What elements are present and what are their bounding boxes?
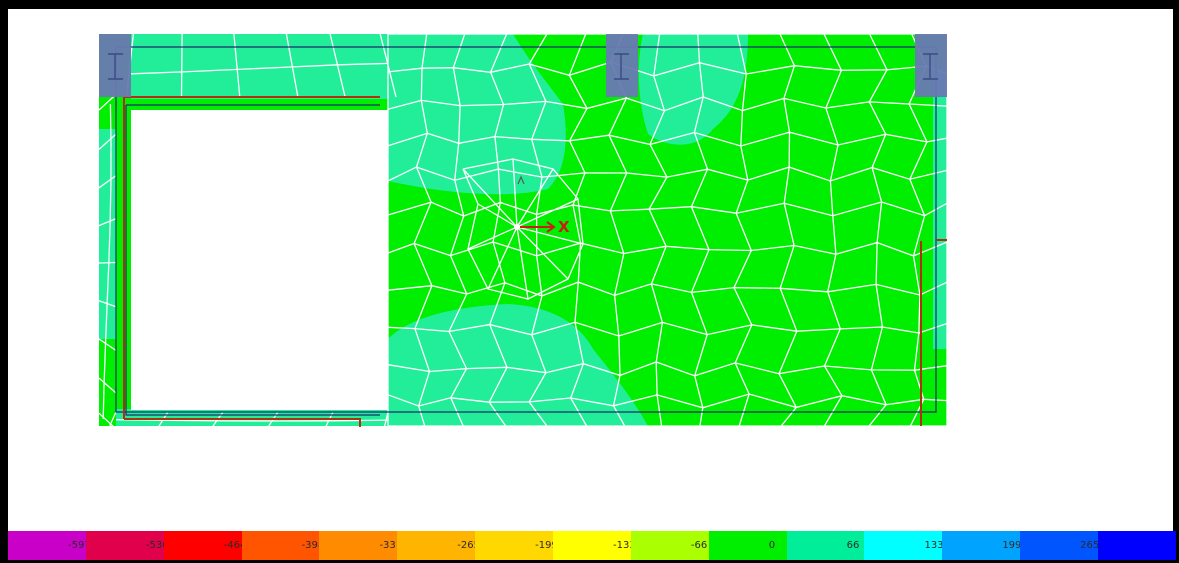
legend-swatch	[1098, 531, 1176, 560]
mesh-line	[109, 411, 117, 427]
mesh-line	[733, 33, 753, 427]
legend-swatch: -464	[163, 531, 246, 560]
mesh-line	[384, 411, 389, 427]
mesh-line	[648, 33, 668, 427]
mesh-line	[115, 419, 389, 422]
contour-plot: X	[98, 33, 948, 430]
mesh-line	[477, 203, 518, 228]
mesh-line	[462, 158, 584, 300]
legend-value: -597	[68, 540, 91, 551]
model-viewport[interactable]: X	[8, 9, 1173, 529]
mesh-line	[98, 217, 117, 227]
mesh-line	[379, 33, 397, 98]
legend-value: -133	[613, 540, 636, 551]
legend-swatch: -398	[241, 531, 324, 560]
fe-mesh	[98, 33, 948, 430]
mesh-line	[98, 338, 117, 351]
axis-origin	[514, 224, 520, 230]
legend-swatch: -597	[8, 531, 91, 560]
legend-swatch: 66	[786, 531, 865, 560]
mesh-line	[98, 133, 117, 150]
slab-outline	[115, 46, 937, 416]
mesh-line	[130, 62, 389, 75]
local-axis-marker: X	[514, 175, 570, 236]
legend-swatch: -265	[397, 531, 480, 560]
mesh-line	[568, 33, 588, 427]
legend-swatch: -530	[85, 531, 169, 560]
legend-swatch: -199	[475, 531, 558, 560]
legend-value: 0	[768, 540, 776, 551]
legend-value: -66	[690, 540, 708, 551]
mesh-line	[467, 226, 518, 250]
legend-value: -398	[301, 540, 325, 551]
mesh-line	[285, 33, 299, 98]
mesh-line	[908, 33, 928, 427]
mesh-line	[868, 33, 888, 427]
mesh-line	[102, 103, 112, 420]
legend-value: -464	[223, 540, 247, 551]
mesh-line	[462, 168, 518, 228]
legend-swatch: 0	[708, 531, 787, 560]
supports	[99, 34, 947, 97]
legend-value: 265	[1080, 540, 1100, 551]
mesh-line	[98, 261, 117, 264]
mesh-line	[448, 33, 468, 427]
mesh-line	[98, 412, 117, 430]
legend-swatch: 133	[864, 531, 944, 560]
legend-value: 199	[1002, 540, 1022, 551]
legend-value: 66	[846, 540, 860, 551]
mesh-line	[488, 33, 508, 427]
mesh-line	[512, 158, 518, 228]
mesh-line	[528, 33, 548, 427]
y-axis-stub	[517, 175, 525, 185]
mesh-line	[98, 175, 117, 189]
mesh-line	[233, 33, 241, 98]
legend-swatch: 199	[942, 531, 1022, 560]
column-section-middle	[614, 53, 629, 80]
support-column-right	[915, 34, 947, 97]
mesh-line	[516, 226, 529, 300]
opening-outline	[125, 104, 380, 416]
stress-zone-top-right	[638, 34, 748, 145]
legend-swatch: -133	[553, 531, 636, 560]
mesh-line	[516, 198, 579, 228]
mesh-line	[98, 377, 117, 394]
legend-value: -199	[535, 540, 558, 551]
stress-zone-bottom	[388, 304, 648, 426]
rebar-lines	[123, 96, 947, 427]
stress-zone-left-edge	[99, 129, 116, 339]
mesh-line	[778, 33, 798, 427]
mesh-line	[823, 33, 843, 427]
x-axis-arrow	[520, 221, 556, 233]
x-axis-label: X	[558, 218, 570, 236]
legend-swatch: 265	[1020, 531, 1100, 560]
stress-zone-right-edge	[933, 69, 947, 349]
mesh-line	[180, 33, 183, 98]
rebar-bottom-left	[124, 418, 361, 427]
slab-opening	[131, 110, 388, 410]
legend-swatch: -66	[630, 531, 709, 560]
column-section-left	[108, 53, 123, 80]
mesh-line	[516, 168, 554, 228]
support-column-middle	[606, 34, 638, 97]
slab-edge-outline	[115, 46, 937, 413]
column-section-right	[923, 53, 938, 80]
legend-value: 133	[924, 540, 944, 551]
mesh-line	[413, 33, 433, 427]
legend-swatch: -331	[319, 531, 402, 560]
mesh-line	[329, 33, 346, 98]
mesh-line	[487, 226, 518, 290]
stress-zone-bottom-edge	[116, 409, 388, 426]
legend-value: -530	[145, 540, 169, 551]
mesh-line	[516, 226, 584, 245]
color-legend: -597 -530 -464 -398 -331 -265 -199 -133 -66 0 66 13…	[8, 531, 1176, 560]
mesh-line	[516, 226, 569, 280]
legend-value: -265	[457, 540, 480, 551]
mesh-line	[690, 33, 710, 427]
legend-value: -331	[379, 540, 403, 551]
